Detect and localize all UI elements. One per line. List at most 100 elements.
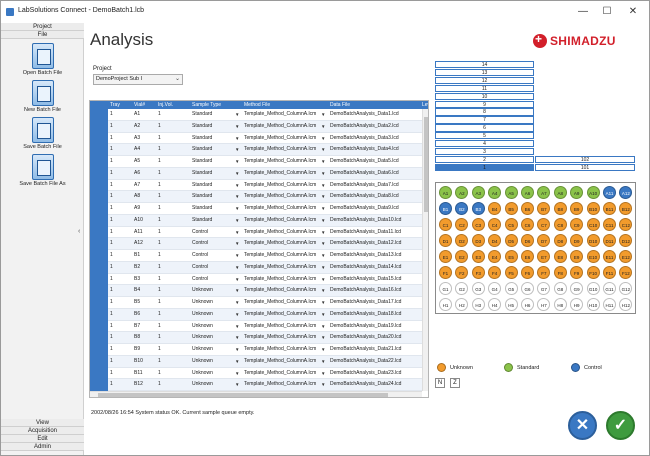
vial-cell[interactable]: B1 (134, 252, 141, 258)
sample-type-cell[interactable]: Unknown (192, 322, 213, 329)
sample-type-cell[interactable]: Unknown (192, 334, 213, 341)
vial-cell[interactable]: B11 (134, 369, 143, 376)
inj-vol-cell[interactable]: 1 (158, 169, 161, 176)
dropdown-arrow-icon[interactable]: ▼ (235, 206, 240, 211)
plate-well[interactable]: H11 (603, 298, 616, 311)
save-batch-file-as-button[interactable]: Save Batch File As (1, 154, 84, 190)
plate-well[interactable]: E6 (521, 250, 534, 263)
method-file-cell[interactable]: Template_Method_ColumnA.lcm (244, 216, 317, 223)
dropdown-arrow-icon[interactable]: ▼ (235, 135, 240, 141)
plate-well[interactable]: B2 (455, 202, 469, 215)
table-row[interactable]: 1 A5 1 Standard ▼ Template_Method_ColumnA.lcm… (90, 156, 422, 168)
horizontal-scroll-thumb[interactable] (98, 393, 388, 397)
plate-well[interactable]: G1 (439, 282, 452, 295)
sample-type-cell[interactable]: Unknown (192, 346, 213, 352)
plate-well[interactable]: H5 (504, 298, 518, 311)
tray-cell[interactable]: 1 (110, 193, 113, 200)
plate-well[interactable]: F2 (455, 266, 469, 279)
dropdown-arrow-icon[interactable]: ▼ (235, 241, 240, 247)
plate-well[interactable]: H8 (553, 298, 567, 311)
method-file-cell[interactable]: Template_Method_ColumnA.lcm (244, 134, 317, 141)
dropdown-arrow-icon[interactable]: ▼ (321, 370, 326, 376)
inj-vol-cell[interactable]: 1 (158, 275, 161, 282)
dropdown-arrow-icon[interactable]: ▼ (321, 382, 326, 388)
row-selector[interactable] (90, 261, 108, 274)
method-file-cell[interactable]: Template_Method_ColumnA.lcm (244, 322, 317, 329)
table-row[interactable]: 1 B10 1 Unknown ▼ Template_Method_ColumnA.lcm… (90, 355, 422, 368)
dropdown-arrow-icon[interactable]: ▼ (321, 347, 326, 352)
tray-cell[interactable]: 1 (110, 310, 113, 317)
row-selector[interactable] (90, 285, 108, 297)
project-select[interactable]: DemoProject Sub I ⌄ (93, 74, 183, 85)
vial-cell[interactable]: A10 (134, 216, 143, 223)
plate-well[interactable]: G7 (537, 282, 551, 295)
plate-well[interactable]: D2 (455, 234, 469, 247)
dropdown-arrow-icon[interactable]: ▼ (321, 253, 326, 258)
vial-cell[interactable]: B2 (134, 263, 141, 270)
dropdown-arrow-icon[interactable]: ▼ (321, 288, 326, 294)
plate-well[interactable]: A4 (488, 186, 502, 199)
plate-well[interactable]: D12 (619, 234, 633, 247)
inj-vol-cell[interactable]: 1 (158, 228, 161, 235)
plate-well[interactable]: F10 (586, 266, 600, 279)
row-selector[interactable] (90, 238, 108, 250)
method-file-cell[interactable]: Template_Method_ColumnA.lcm (244, 287, 317, 294)
plate-well[interactable]: F3 (471, 266, 485, 279)
plate-well[interactable]: H1 (439, 298, 452, 311)
row-selector[interactable] (90, 191, 108, 203)
vertical-scroll-thumb[interactable] (424, 117, 428, 212)
dropdown-arrow-icon[interactable]: ▼ (235, 370, 240, 376)
row-selector[interactable] (90, 226, 108, 239)
plate-well[interactable]: D5 (504, 234, 518, 247)
dropdown-arrow-icon[interactable]: ▼ (321, 264, 326, 270)
dropdown-arrow-icon[interactable]: ▼ (235, 300, 240, 305)
plate-well[interactable]: C11 (603, 218, 616, 231)
plate-well[interactable]: F12 (619, 266, 633, 279)
data-file-cell[interactable]: DemoBatchAnalysis_Data17.lcd (330, 299, 402, 305)
plate-well[interactable]: B3 (471, 202, 485, 215)
plate-well[interactable]: E2 (455, 250, 469, 263)
data-file-cell[interactable]: DemoBatchAnalysis_Data7.lcd (330, 181, 399, 188)
queue-slot[interactable]: 4 (435, 140, 534, 148)
queue-slot[interactable]: 1 (435, 163, 534, 172)
dropdown-arrow-icon[interactable]: ▼ (321, 135, 326, 141)
dropdown-arrow-icon[interactable]: ▼ (321, 323, 326, 329)
sample-type-cell[interactable]: Control (192, 263, 209, 270)
plate-well[interactable]: E3 (471, 250, 485, 263)
row-selector[interactable] (90, 167, 108, 180)
ok-button[interactable]: ✓ (606, 411, 635, 440)
table-row[interactable]: 1 B7 1 Unknown ▼ Template_Method_ColumnA.lcm ▼… (90, 320, 422, 333)
plate-well[interactable]: A9 (570, 186, 584, 199)
sample-type-cell[interactable]: Standard (192, 158, 213, 164)
maximize-button[interactable]: ☐ (602, 6, 612, 17)
dropdown-arrow-icon[interactable]: ▼ (321, 229, 326, 235)
vertical-scrollbar[interactable] (422, 109, 428, 391)
dropdown-arrow-icon[interactable]: ▼ (235, 276, 240, 282)
dropdown-arrow-icon[interactable]: ▼ (235, 347, 240, 352)
plate-well[interactable]: A2 (455, 186, 469, 199)
data-file-cell[interactable]: DemoBatchAnalysis_Data13.lcd (330, 252, 402, 258)
row-selector[interactable] (90, 379, 108, 391)
plate-well[interactable]: F7 (537, 266, 551, 279)
plate-well[interactable]: F8 (553, 266, 567, 279)
plate-well[interactable]: D10 (586, 234, 600, 247)
inj-vol-cell[interactable]: 1 (158, 181, 161, 188)
plate-well[interactable]: C4 (488, 218, 502, 231)
tray-cell[interactable]: 1 (110, 334, 113, 341)
plate-well[interactable]: C8 (553, 218, 567, 231)
dropdown-arrow-icon[interactable]: ▼ (321, 217, 326, 223)
dropdown-arrow-icon[interactable]: ▼ (235, 229, 240, 235)
plate-well[interactable]: D4 (488, 234, 502, 247)
sample-type-cell[interactable]: Unknown (192, 287, 213, 294)
toggle-n-button[interactable]: N (435, 378, 445, 388)
vial-cell[interactable]: A1 (134, 111, 141, 117)
row-selector[interactable] (90, 308, 108, 321)
tray-cell[interactable]: 1 (110, 240, 113, 247)
plate-well[interactable]: A6 (521, 186, 534, 199)
data-file-cell[interactable]: DemoBatchAnalysis_Data9.lcd (330, 205, 399, 211)
plate-well[interactable]: D8 (553, 234, 567, 247)
plate-well[interactable]: A8 (553, 186, 567, 199)
column-header[interactable]: Vial# (134, 102, 146, 108)
dropdown-arrow-icon[interactable]: ▼ (235, 264, 240, 270)
table-row[interactable]: 1 A10 1 Standard ▼ Template_Method_ColumnA.lc… (90, 214, 422, 227)
